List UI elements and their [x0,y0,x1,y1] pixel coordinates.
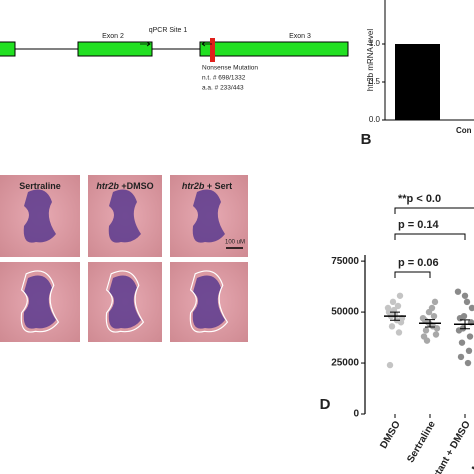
data-point [468,304,474,312]
data-point [455,327,463,334]
data-point [421,317,429,324]
data-point [394,302,402,310]
data-point [458,339,466,346]
data-point [396,292,404,299]
error-bar [425,319,435,328]
exon [199,41,349,57]
data-point [431,298,439,306]
stained-region [192,189,225,243]
data-point [464,359,472,367]
p-value: p = 0.06 [398,257,439,269]
data-point [422,327,430,334]
data-point [456,314,464,322]
gene-name: htr2b [96,181,119,191]
data-point [428,304,436,312]
outline [20,270,60,333]
data-point [420,333,428,340]
column-header: Sertraline [19,181,61,191]
qpcr-label: qPCR Site 1 [149,27,188,34]
exon-label: Exon 3 [289,33,311,40]
x-tick-label: DMSO [378,419,403,451]
data-point [465,347,473,355]
exon-label: Exon 2 [102,33,124,40]
y-axis-label: htr2b mRNA level [366,29,375,91]
significance-bracket [394,207,474,214]
significance-bracket [394,271,431,278]
stained-region [108,275,141,329]
y-tick-label: 0 [353,409,359,420]
data-point [466,333,474,340]
data-point [430,312,438,320]
data-point [395,329,403,336]
y-tick-label: 0.5 [369,77,381,86]
stained-region [23,189,56,243]
exon [77,41,153,57]
primer-arrows [140,41,212,47]
data-point [461,292,469,299]
gene-diagram: Exon 2 qPCR Site 1 Exon 3 Nonsense Mutat… [0,27,349,92]
error-bar [460,319,470,330]
y-tick-label: 0.0 [369,115,381,124]
y-tick-label: 50000 [331,307,359,318]
data-point [432,331,440,338]
photo-panel: Sertraline htr2b +DMSO htr2b + Sert 100 … [0,175,248,342]
stained-region [108,189,141,243]
mutation-site [210,38,215,62]
panel-label: B [361,131,372,148]
y-tick-label: 75000 [331,256,359,267]
error-bar [390,311,400,321]
y-tick-label: 25000 [331,358,359,369]
data-point [463,298,471,306]
data-point [454,288,462,295]
scale-label: 100 uM [225,240,245,246]
data-point [385,308,393,316]
data-point [388,323,396,330]
stained-region [192,275,225,329]
mutation-aa: a.a. # 233/443 [202,85,244,92]
p-value: p = 0.14 [398,219,440,231]
data-point [457,353,465,361]
header-text: + Sert [204,181,232,191]
gene-name: htr2b [182,181,205,191]
header-text: +DMSO [119,181,154,191]
stained-region [23,275,56,329]
mutation-label: Nonsense Mutation [202,65,258,72]
data-point [386,361,394,369]
panel-label: D [320,396,331,413]
data-point [389,298,397,306]
p-value: **p < 0.0 [398,193,441,205]
bar [395,44,440,120]
exon [0,41,16,57]
mutation-nt: n.t. # 698/1332 [202,75,246,82]
significance-bracket [394,233,466,240]
header-text: Sertraline [19,181,61,191]
data-point [429,323,437,330]
x-tick-label: Con [456,126,472,135]
column-header: htr2b + Sert [182,181,232,191]
x-tick-label: Sertraline [405,419,438,465]
y-tick-label: 1.0 [369,39,381,48]
outline [105,270,145,333]
outline [189,270,229,333]
column-header: htr2b +DMSO [96,181,153,191]
